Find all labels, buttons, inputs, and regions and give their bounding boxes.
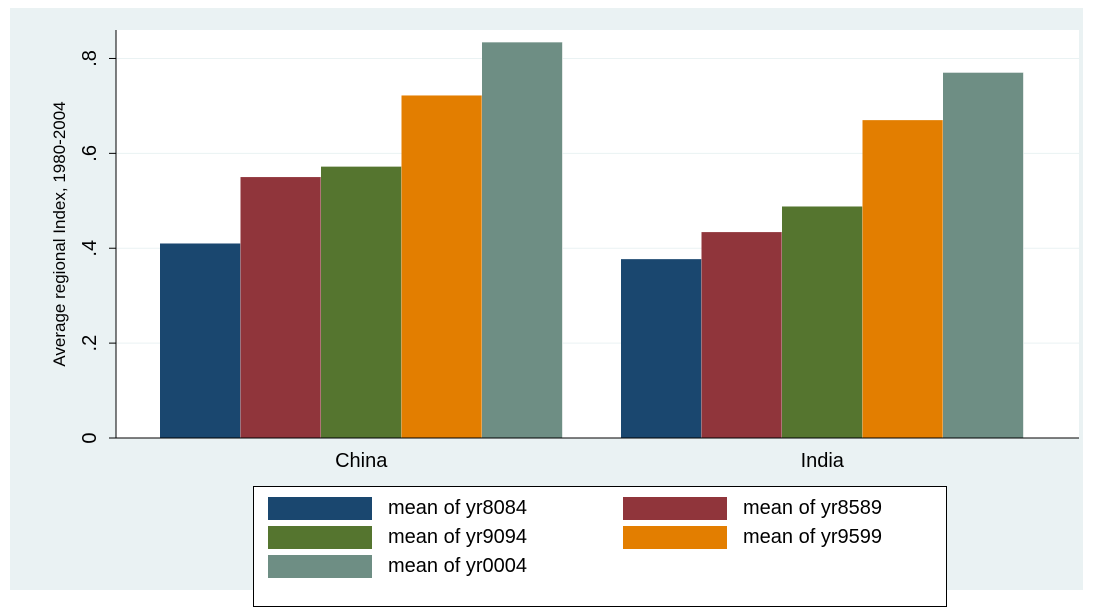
legend-swatch: [623, 496, 727, 520]
y-tick-label: .2: [79, 335, 101, 352]
bar: [160, 243, 241, 438]
y-tick-label: .6: [79, 145, 101, 162]
legend-label: mean of yr9094: [388, 525, 527, 548]
legend-label: mean of yr0004: [388, 554, 527, 577]
bar: [701, 232, 782, 438]
category-label: China: [335, 450, 388, 472]
legend-item: mean of yr8589: [623, 495, 882, 521]
legend-item: mean of yr9094: [268, 524, 527, 550]
y-tick-label: .8: [79, 50, 101, 67]
bar: [240, 177, 321, 438]
bars: [160, 42, 1024, 439]
legend: mean of yr8084 mean of yr8589 mean of yr90…: [253, 486, 947, 607]
bar: [943, 72, 1024, 438]
y-tick-label: 0: [79, 432, 101, 443]
category-labels: China India: [335, 450, 845, 472]
legend-swatch: [268, 554, 372, 578]
chart-frame: 0 .2 .4 .6 .8 China India Average regional In…: [10, 8, 1083, 607]
category-label: India: [801, 450, 845, 472]
bar: [621, 259, 702, 438]
bar: [782, 206, 863, 438]
y-ticks: 0 .2 .4 .6 .8: [79, 50, 116, 444]
legend-swatch: [268, 525, 372, 549]
legend-label: mean of yr8589: [743, 496, 882, 519]
bar: [482, 42, 563, 438]
legend-item: mean of yr8084: [268, 495, 527, 521]
legend-item: mean of yr9599: [623, 524, 882, 550]
bar-chart: 0 .2 .4 .6 .8 China India Average regional In…: [50, 30, 1079, 472]
legend-label: mean of yr8084: [388, 496, 527, 519]
bar: [321, 166, 402, 438]
legend-swatch: [268, 496, 372, 520]
legend-label: mean of yr9599: [743, 525, 882, 548]
y-axis-title: Average regional Index, 1980-2004: [50, 101, 69, 366]
legend-item: mean of yr0004: [268, 553, 527, 579]
bar: [401, 95, 482, 439]
bar: [862, 120, 943, 439]
legend-swatch: [623, 525, 727, 549]
y-tick-label: .4: [79, 240, 101, 257]
